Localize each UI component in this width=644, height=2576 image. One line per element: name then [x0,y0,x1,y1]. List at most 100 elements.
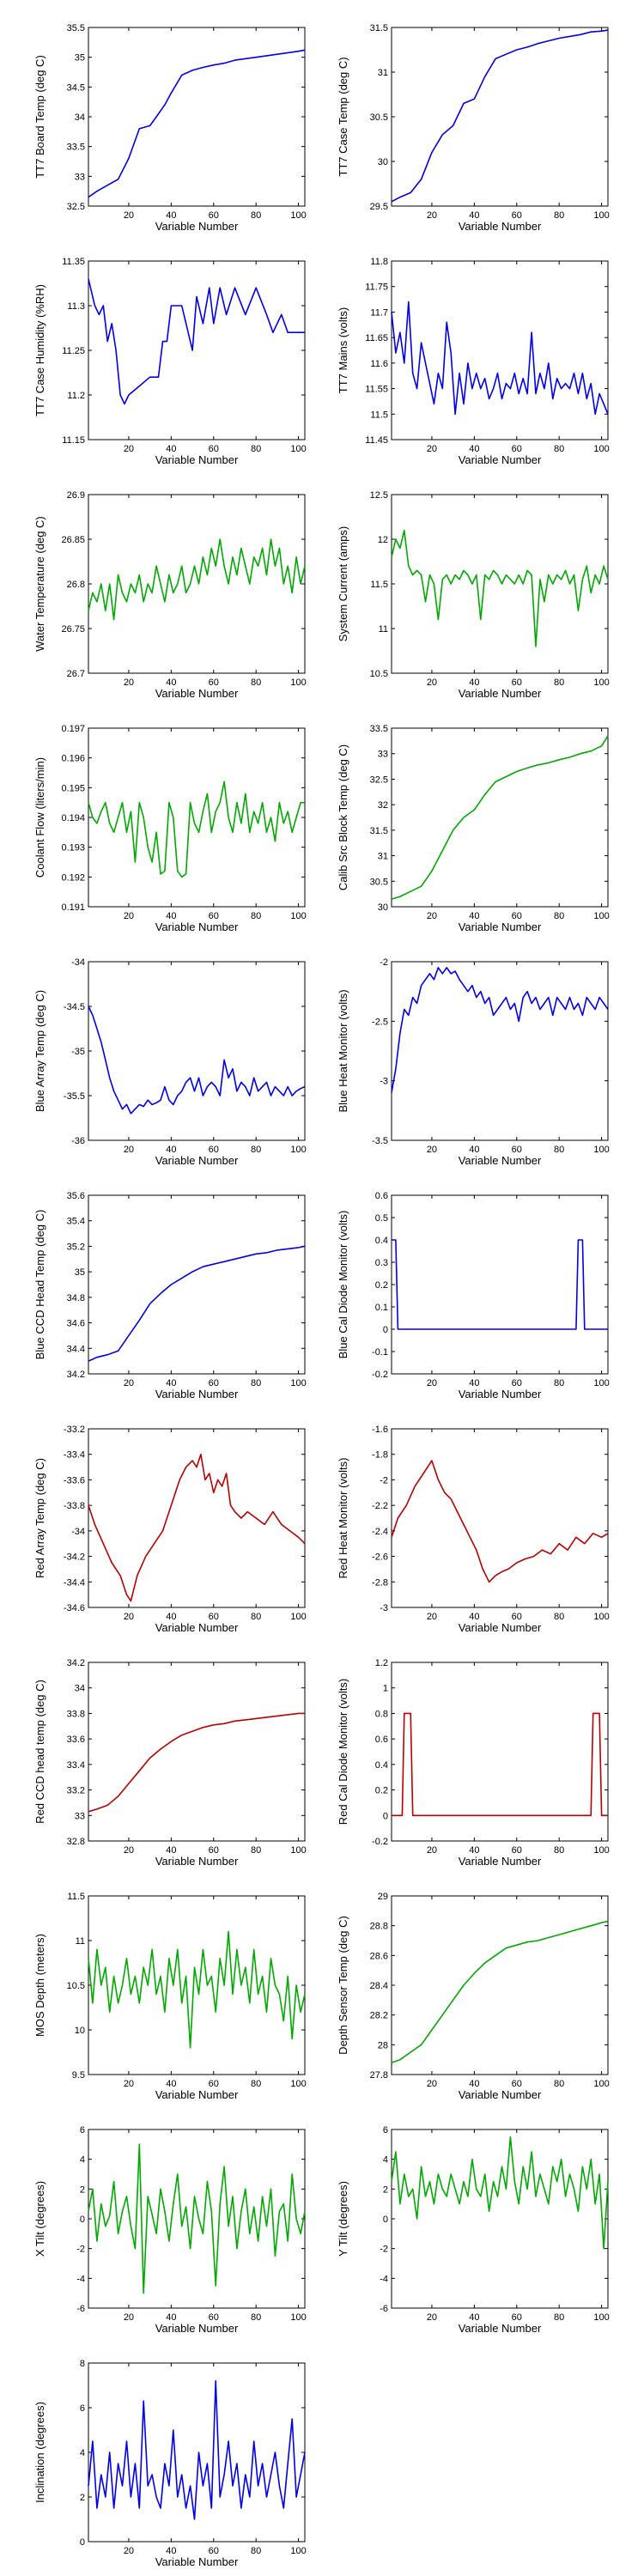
y-tick-label: -4 [380,2274,388,2284]
y-tick-label: 11.2 [67,391,85,401]
y-tick-label: 2 [383,2184,388,2195]
y-tick-label: 29.5 [370,202,388,212]
x-tick-label: 60 [209,677,219,688]
y-tick-label: 34.8 [67,1293,85,1303]
series-line [88,1245,306,1362]
x-axis-label: Variable Number [155,687,239,700]
y-tick-label: 0 [383,1811,388,1821]
x-axis-label: Variable Number [155,1621,239,1634]
x-tick-label: 80 [554,1378,564,1388]
y-tick-label: 11.35 [62,257,85,267]
subplot-12: 20 40 60 80 100 -0.2 -0.1 0 0.1 0.2 0.3 0.4 0.5 0.6 Va… [337,1191,610,1400]
x-axis-label: Variable Number [155,1388,239,1400]
y-tick-label: 29 [378,1892,388,1902]
y-tick-label: 0.4 [375,1760,388,1771]
x-tick-label: 20 [427,677,437,688]
x-tick-label: 20 [124,1145,134,1155]
y-tick-label: -2 [76,2245,85,2255]
y-tick-label: 26.9 [67,490,85,501]
y-tick-label: 0.195 [61,783,85,793]
y-tick-label: 11.8 [370,257,388,267]
series-line [391,1920,609,2063]
subplot-4: 20 40 60 80 100 11.45 11.5 11.55 11.6 11.65 11.7 11… [337,257,610,466]
x-tick-label: 80 [251,677,261,688]
x-tick-label: 60 [512,1378,522,1388]
series-line [88,1930,306,2049]
y-tick-label: 6 [80,2403,85,2414]
y-tick-label: 11.55 [365,385,388,395]
y-tick-label: 30.5 [370,877,388,887]
y-tick-label: 0.3 [375,1258,388,1268]
plot-frame [88,260,306,440]
x-tick-label: 100 [593,1145,609,1155]
x-tick-label: 20 [124,2079,134,2089]
plot-frame [88,2362,306,2543]
y-tick-label: 11.5 [370,580,388,590]
y-tick-label: -34.6 [64,1603,85,1613]
y-tick-label: -2.5 [372,1017,388,1027]
y-tick-label: 11.7 [370,307,388,318]
x-axis-label: Variable Number [155,1154,239,1167]
subplot-21: 20 40 60 80 100 0 2 4 6 8 Variable Number Inclinati… [33,2359,307,2568]
y-tick-label: 28 [378,2040,388,2050]
y-tick-label: 33 [75,172,85,182]
x-tick-label: 100 [593,677,609,688]
x-axis-label: Variable Number [459,220,542,233]
y-tick-label: 31.5 [370,826,388,836]
x-tick-label: 60 [209,1845,219,1856]
y-tick-label: 11.45 [365,435,388,446]
plot-frame [391,1194,609,1375]
y-tick-label: 0 [383,1325,388,1335]
x-tick-label: 40 [166,2546,176,2556]
x-tick-label: 20 [427,444,437,454]
y-tick-label: 6 [80,2125,85,2136]
x-tick-label: 60 [512,1845,522,1856]
x-tick-label: 60 [209,1612,219,1622]
x-tick-label: 80 [251,2079,261,2089]
y-tick-label: 28.6 [370,1951,388,1961]
x-tick-label: 40 [469,677,479,688]
x-tick-label: 100 [593,1612,609,1622]
y-tick-label: 11.15 [62,435,85,446]
y-axis-label: Red Heat Monitor (volts) [337,1458,349,1579]
y-tick-label: 32 [378,800,388,811]
x-tick-label: 100 [593,2079,609,2089]
x-tick-label: 80 [554,1145,564,1155]
y-tick-label: 9.5 [72,2070,85,2081]
y-tick-label: 28.4 [370,1981,388,1991]
y-tick-label: 11.25 [62,346,85,356]
y-tick-label: 8 [80,2359,85,2369]
x-tick-label: 20 [124,1378,134,1388]
x-tick-label: 40 [469,1845,479,1856]
plot-frame [391,260,609,440]
plot-frame [391,27,609,207]
x-tick-label: 20 [427,210,437,221]
y-tick-label: 30 [378,902,388,913]
x-tick-label: 100 [593,444,609,454]
y-tick-label: 0.192 [61,872,85,883]
y-tick-label: -34 [71,1527,85,1537]
y-axis-label: Water Temperature (deg C) [33,516,46,652]
y-tick-label: 11.5 [67,1892,85,1902]
y-tick-label: 0 [80,2215,85,2225]
x-tick-label: 60 [512,677,522,688]
y-tick-label: 26.7 [67,669,85,679]
x-tick-label: 60 [209,210,219,221]
y-axis-label: Red CCD head temp (deg C) [33,1680,46,1824]
y-tick-label: -0.1 [372,1347,388,1358]
series-line [392,1239,608,1330]
plot-frame [88,1194,306,1375]
x-tick-label: 20 [427,1378,437,1388]
x-tick-label: 100 [290,444,306,454]
y-tick-label: 33.6 [67,1735,85,1745]
y-axis-label: TT7 Case Temp (deg C) [337,57,349,176]
y-tick-label: 12.5 [370,490,388,501]
x-tick-label: 80 [251,1378,261,1388]
series-line [392,1712,608,1817]
x-axis-label: Variable Number [155,2088,239,2101]
y-tick-label: -33.2 [64,1425,85,1435]
y-axis-label: Blue Heat Monitor (volts) [337,989,349,1112]
y-tick-label: 33 [75,1811,85,1821]
y-tick-label: 33.5 [67,143,85,153]
x-axis-label: Variable Number [459,687,542,700]
